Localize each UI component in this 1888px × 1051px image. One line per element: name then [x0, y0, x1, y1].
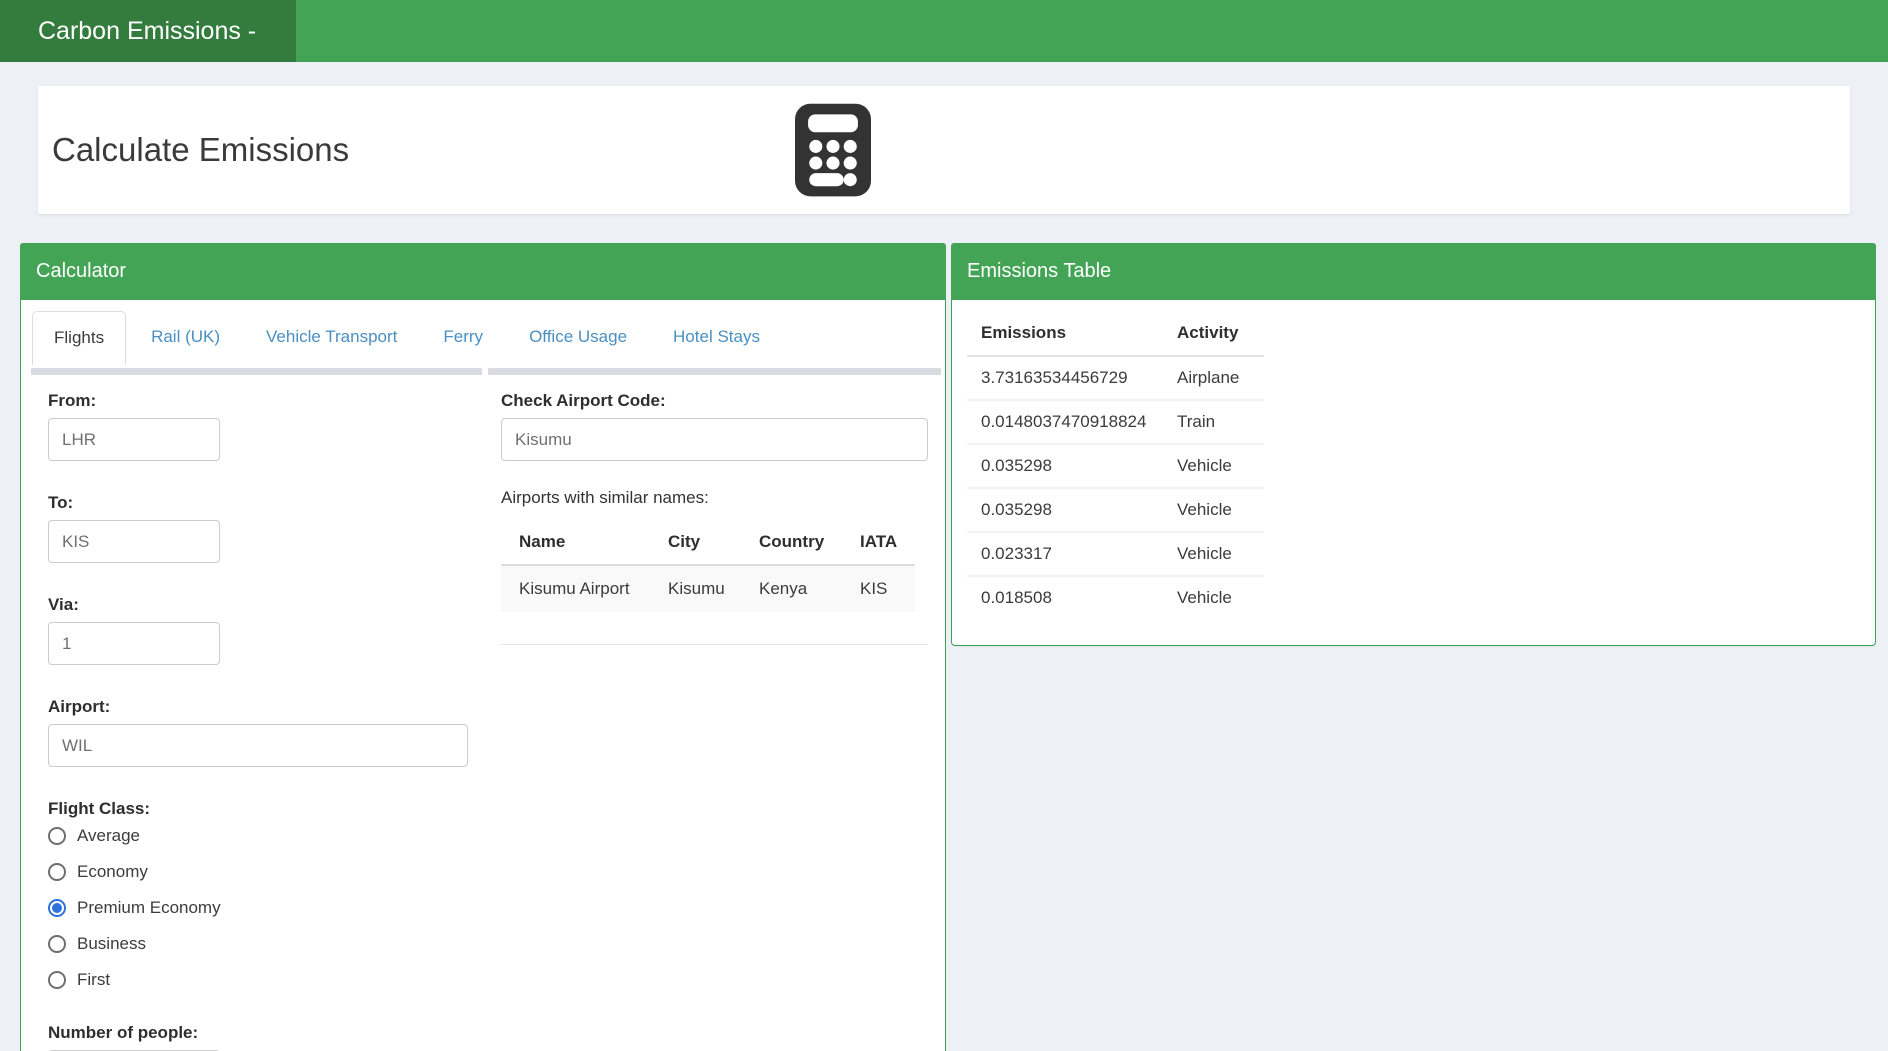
from-label: From: [48, 391, 97, 410]
column-header-activity: Activity [1163, 315, 1264, 357]
radio-button-icon[interactable] [48, 863, 66, 881]
via-input[interactable] [48, 622, 220, 665]
airport-city-cell: Kisumu [650, 565, 741, 612]
tab-flights[interactable]: Flights [32, 311, 127, 365]
airport-label: Airport: [48, 697, 111, 716]
emissions-value-cell: 3.73163534456729 [967, 355, 1163, 400]
airport-input[interactable] [48, 724, 468, 767]
radio-label: Economy [77, 862, 148, 881]
table-row: 0.023317 Vehicle [967, 531, 1264, 576]
flight-class-option-economy[interactable]: Economy [48, 862, 468, 882]
page-header-card: Calculate Emissions [38, 86, 1850, 214]
flight-class-option-average[interactable]: Average [48, 826, 468, 846]
check-airport-code-label: Check Airport Code: [501, 391, 666, 410]
flight-class-label: Flight Class: [48, 799, 151, 818]
airport-iata-cell: KIS [842, 565, 915, 612]
activity-cell: Vehicle [1163, 531, 1264, 576]
calculator-panel-heading: Calculator [20, 243, 946, 300]
emissions-value-cell: 0.035298 [967, 487, 1163, 532]
left-column-scrollbar[interactable] [31, 368, 482, 375]
tab-rail-uk[interactable]: Rail (UK) [151, 327, 221, 346]
radio-label: Premium Economy [77, 898, 221, 917]
table-row: 0.0148037470918824 Train [967, 399, 1264, 444]
tab-ferry[interactable]: Ferry [443, 327, 484, 346]
tab-content-scrollbars [31, 368, 945, 375]
table-row: 3.73163534456729 Airplane [967, 355, 1264, 400]
activity-cell: Train [1163, 399, 1264, 444]
emissions-panel-body: Emissions Activity 3.73163534456729 Airp… [952, 300, 1875, 634]
flight-class-option-first[interactable]: First [48, 970, 468, 990]
to-input[interactable] [48, 520, 220, 563]
radio-label: Business [77, 934, 146, 953]
via-label: Via: [48, 595, 79, 614]
activity-cell: Airplane [1163, 355, 1264, 400]
similar-airports-table: Name City Country IATA Kisumu Airport Ki… [501, 529, 915, 612]
airport-group: Airport: [48, 697, 468, 767]
column-header-name: Name [501, 529, 650, 566]
flight-class-option-business[interactable]: Business [48, 934, 468, 954]
radio-button-icon[interactable] [48, 935, 66, 953]
page-title: Calculate Emissions [52, 131, 350, 168]
airport-country-cell: Kenya [741, 565, 842, 612]
similar-airports-title: Airports with similar names: [501, 488, 709, 507]
tab-vehicle-transport[interactable]: Vehicle Transport [266, 327, 398, 346]
emissions-value-cell: 0.018508 [967, 575, 1163, 619]
activity-cell: Vehicle [1163, 487, 1264, 532]
radio-button-icon[interactable] [48, 971, 66, 989]
calculator-panel: Calculator Flights Rail (UK) Vehicle Tra… [20, 243, 946, 1051]
radio-button-icon[interactable] [48, 827, 66, 845]
flight-class-option-premium-economy[interactable]: Premium Economy [48, 898, 468, 918]
emissions-value-cell: 0.023317 [967, 531, 1163, 576]
divider [501, 644, 928, 645]
check-airport-code-input[interactable] [501, 418, 928, 461]
panels-row: Calculator Flights Rail (UK) Vehicle Tra… [20, 243, 1876, 1051]
right-column-scrollbar[interactable] [488, 368, 941, 375]
column-header-country: Country [741, 529, 842, 566]
emissions-table: Emissions Activity 3.73163534456729 Airp… [967, 315, 1264, 619]
navbar: Carbon Emissions - [0, 0, 1888, 62]
airport-name-cell: Kisumu Airport [501, 565, 650, 612]
column-header-iata: IATA [842, 529, 915, 566]
to-label: To: [48, 493, 74, 512]
activity-cell: Vehicle [1163, 443, 1264, 488]
via-group: Via: [48, 595, 468, 665]
tab-hotel-stays[interactable]: Hotel Stays [673, 327, 760, 346]
tab-office-usage[interactable]: Office Usage [529, 327, 628, 346]
radio-button-icon[interactable] [48, 899, 66, 917]
people-label: Number of people: [48, 1023, 199, 1042]
table-row: 0.018508 Vehicle [967, 575, 1264, 619]
flights-tab-content: From: To: Via: Airport: [31, 375, 945, 1051]
from-input[interactable] [48, 418, 220, 461]
people-group: Number of people: [48, 1023, 468, 1051]
airport-check-column: Check Airport Code: Airports with simila… [488, 375, 941, 1051]
navbar-brand[interactable]: Carbon Emissions - [0, 0, 297, 62]
activity-cell: Vehicle [1163, 575, 1264, 619]
column-header-city: City [650, 529, 741, 566]
radio-label: First [77, 970, 111, 989]
table-row: Kisumu Airport Kisumu Kenya KIS [501, 565, 915, 612]
to-group: To: [48, 493, 468, 563]
emissions-panel-heading: Emissions Table [951, 243, 1876, 300]
table-row: 0.035298 Vehicle [967, 487, 1264, 532]
calculator-icon [795, 103, 871, 197]
table-row: 0.035298 Vehicle [967, 443, 1264, 488]
from-group: From: [48, 391, 468, 461]
emissions-value-cell: 0.0148037470918824 [967, 399, 1163, 444]
table-header-row: Emissions Activity [967, 315, 1264, 357]
emissions-value-cell: 0.035298 [967, 443, 1163, 488]
tab-bar: Flights Rail (UK) Vehicle Transport Ferr… [32, 311, 945, 365]
flight-form-column: From: To: Via: Airport: [31, 375, 482, 1051]
table-header-row: Name City Country IATA [501, 529, 915, 566]
calculator-panel-body: Flights Rail (UK) Vehicle Transport Ferr… [21, 300, 945, 1051]
emissions-panel: Emissions Table Emissions Activity 3.731… [951, 243, 1876, 646]
radio-label: Average [77, 826, 141, 845]
column-header-emissions: Emissions [967, 315, 1163, 357]
airport-check-group: Check Airport Code: [501, 391, 928, 461]
